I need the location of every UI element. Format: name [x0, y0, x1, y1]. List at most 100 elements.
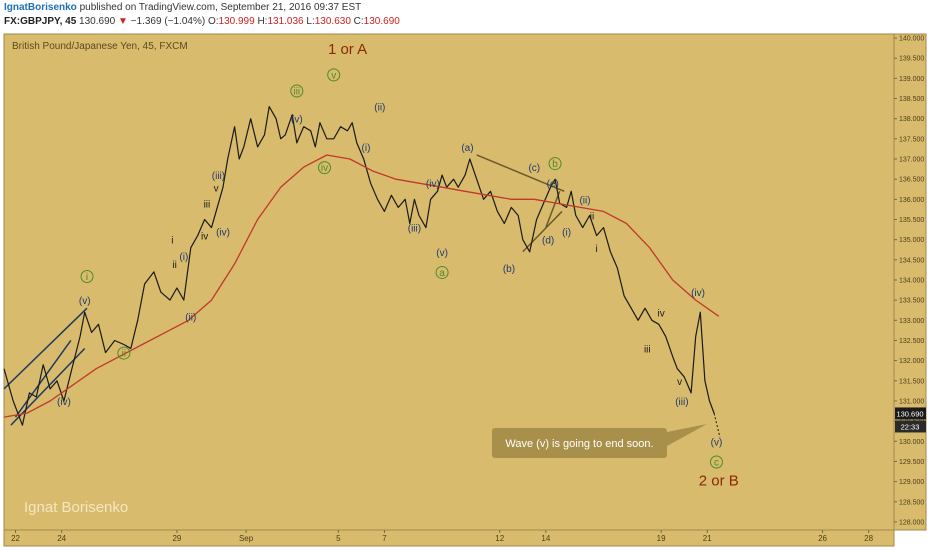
- projection-arrow: [713, 413, 721, 438]
- time-tag: [895, 420, 926, 433]
- wave-label: v: [677, 377, 682, 388]
- author-link[interactable]: IgnatBorisenko: [4, 2, 77, 13]
- wave-label: (v): [711, 437, 723, 448]
- wave-label: ii: [590, 211, 594, 222]
- x-tick-label: 12: [495, 534, 504, 543]
- x-tick-label: 26: [818, 534, 827, 543]
- y-tick-label: 133.000: [899, 318, 924, 325]
- y-tick-label: 140.000: [899, 36, 924, 43]
- high-label: H:: [257, 16, 268, 27]
- wave-label: (iv): [426, 179, 440, 190]
- wave-label: (iii): [408, 224, 421, 235]
- wave-label: iii: [204, 199, 211, 210]
- plot-area[interactable]: [3, 33, 895, 531]
- low-label: L:: [306, 16, 315, 27]
- y-tick-label: 134.500: [899, 257, 924, 264]
- down-arrow-icon: ▼: [117, 16, 128, 27]
- wave-label-circle: [435, 265, 449, 279]
- wave-label: iv: [658, 308, 665, 319]
- wave-label: 1 or A: [328, 41, 367, 58]
- wave-label: v: [331, 70, 336, 81]
- wave-label: (iii): [675, 397, 688, 408]
- y-tick-label: 135.000: [899, 237, 924, 244]
- y-tick-label: 137.000: [899, 157, 924, 164]
- wave-label: (d): [542, 236, 554, 247]
- x-tick-label: 24: [57, 534, 66, 543]
- x-tick-label: 14: [541, 534, 550, 543]
- wave-label: (ii): [374, 103, 385, 114]
- wave-label: b: [552, 159, 558, 170]
- wave-label: v: [214, 183, 219, 194]
- trendline[interactable]: [3, 307, 88, 390]
- wave-label: (iv): [216, 228, 230, 239]
- y-tick-label: 128.000: [899, 519, 924, 526]
- time-axis[interactable]: [3, 529, 895, 547]
- wave-label-circle: [548, 157, 562, 171]
- wave-label: (ii): [579, 195, 590, 206]
- wave-label: ii: [172, 260, 176, 271]
- wave-label: (v): [291, 115, 303, 126]
- moving-average-line: [3, 154, 720, 418]
- wave-label: i: [171, 236, 173, 247]
- y-tick-label: 138.500: [899, 96, 924, 103]
- callout-box: [492, 428, 667, 458]
- y-tick-label: 132.500: [899, 338, 924, 345]
- wave-label: (i): [179, 252, 188, 263]
- close-label: C:: [353, 16, 364, 27]
- open-label: O:: [207, 16, 219, 27]
- trendline[interactable]: [14, 340, 72, 418]
- wave-label: iv: [201, 232, 208, 243]
- wave-label: iv: [321, 163, 328, 174]
- wave-label: (i): [562, 228, 571, 239]
- wave-label-circle: [317, 161, 331, 175]
- y-tick-label: 129.500: [899, 459, 924, 466]
- y-tick-label: 139.500: [899, 56, 924, 63]
- price-line: [3, 106, 715, 426]
- y-tick-label: 135.500: [899, 217, 924, 224]
- trendline[interactable]: [545, 191, 561, 228]
- wave-label: (v): [79, 296, 91, 307]
- close-value: 130.690: [363, 16, 400, 27]
- symbol-label[interactable]: FX:GBPJPY, 45: [4, 16, 77, 27]
- trendline[interactable]: [522, 210, 563, 253]
- wave-label: c: [714, 457, 719, 468]
- wave-label: (i): [362, 143, 371, 154]
- wave-label-circle: [80, 269, 94, 283]
- x-tick-label: 5: [336, 534, 341, 543]
- wave-label-circle: [709, 455, 723, 469]
- trendline[interactable]: [10, 348, 86, 426]
- publish-line: IgnatBorisenko published on TradingView.…: [4, 2, 361, 13]
- y-tick-label: 138.000: [899, 116, 924, 123]
- wave-label: (iv): [691, 288, 705, 299]
- y-tick-label: 129.000: [899, 479, 924, 486]
- callout-text: Wave (v) is going to end soon.: [505, 438, 653, 450]
- wave-label: (iii): [212, 171, 225, 182]
- y-tick-label: 133.500: [899, 298, 924, 305]
- wave-label: (v): [436, 248, 448, 259]
- trendline[interactable]: [476, 154, 565, 192]
- x-tick-label: Sep: [239, 534, 254, 543]
- y-tick-label: 130.000: [899, 439, 924, 446]
- high-value: 131.036: [267, 16, 304, 27]
- open-value: 130.999: [218, 16, 255, 27]
- wave-label: a: [439, 268, 445, 279]
- symbol-line: FX:GBPJPY, 45 130.690 ▼ −1.369 (−1.04%) …: [4, 16, 400, 27]
- chart-subtitle: British Pound/Japanese Yen, 45, FXCM: [12, 41, 188, 52]
- wave-label: (ii): [185, 312, 196, 323]
- x-tick-label: 22: [11, 534, 20, 543]
- y-tick-label: 139.000: [899, 76, 924, 83]
- wave-label: i: [86, 272, 88, 283]
- wave-label-circle: [327, 68, 341, 82]
- y-tick-label: 132.000: [899, 358, 924, 365]
- last-price-tag: [895, 407, 926, 420]
- price-axis[interactable]: [893, 33, 927, 531]
- y-tick-label: 136.000: [899, 197, 924, 204]
- wave-label: (e): [547, 179, 559, 190]
- wave-label: iii: [644, 345, 651, 356]
- wave-label: ii: [122, 349, 126, 360]
- y-tick-label: 134.000: [899, 277, 924, 284]
- price-chart[interactable]: 128.000128.500129.000129.500130.000130.5…: [0, 30, 932, 550]
- wave-label: 2 or B: [699, 473, 739, 490]
- last-price-tag-text: 130.690: [896, 409, 923, 418]
- wave-label: i: [595, 244, 597, 255]
